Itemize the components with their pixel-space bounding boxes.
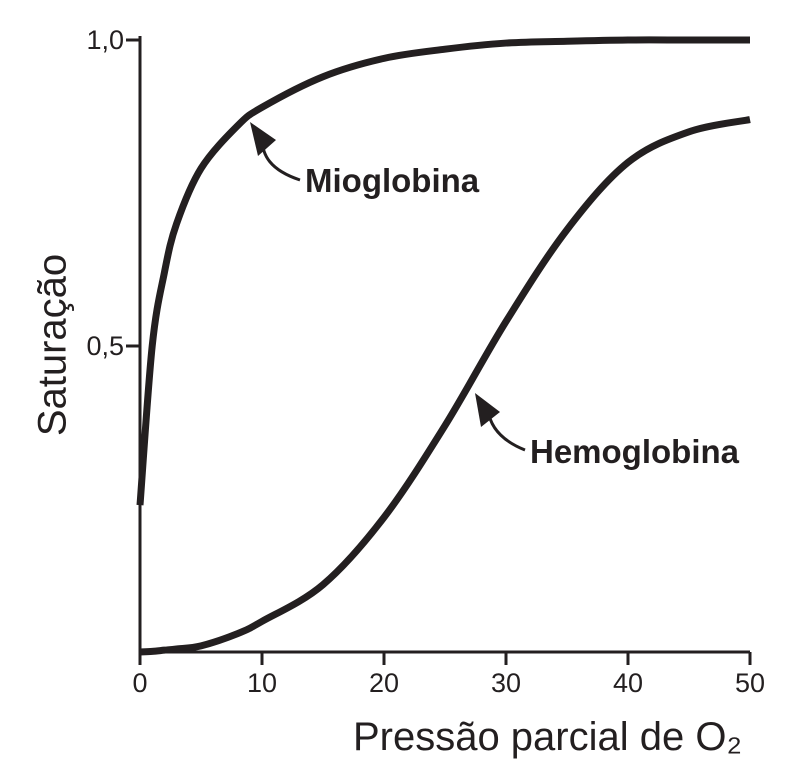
y-tick-label: 0,5: [86, 331, 124, 361]
x-tick-label: 20: [369, 668, 399, 698]
x-tick-label: 0: [132, 668, 147, 698]
x-tick-label: 40: [613, 668, 643, 698]
y-tick-label: 1,0: [86, 25, 124, 55]
x-tick-label: 50: [735, 668, 765, 698]
series-label: Hemoglobina: [530, 433, 740, 470]
x-tick-label: 10: [247, 668, 277, 698]
series-label: Mioglobina: [305, 162, 480, 199]
arrowhead: [250, 122, 276, 156]
y-axis-title: Saturação: [31, 254, 75, 436]
arrowhead: [475, 393, 500, 427]
x-axis-title: Pressão parcial de O₂: [353, 715, 742, 759]
line: [139, 116, 751, 656]
x-tick-label: 30: [491, 668, 521, 698]
line: [136, 36, 750, 506]
